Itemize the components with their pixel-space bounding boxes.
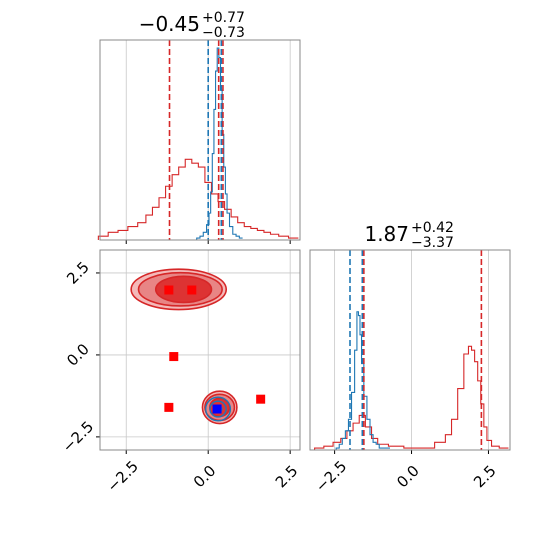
marginal-y-title-lower: −3.37 bbox=[411, 235, 454, 251]
joint-red-marker bbox=[164, 285, 174, 295]
marginal-y-title-median: 1.87 bbox=[364, 222, 409, 246]
marginal-y-x-tick-label: 2.5 bbox=[470, 462, 500, 492]
joint-y-tick-label: 2.5 bbox=[63, 258, 93, 288]
marginal-y-histogram-panel: −2.5 0.0 2.5 bbox=[309, 249, 511, 496]
joint-y-tick-label: −2.5 bbox=[59, 418, 97, 456]
marginal-x-hist-red-series bbox=[97, 158, 299, 240]
joint-red-contour-inner bbox=[154, 275, 213, 304]
marginal-y-x-tick-label: −2.5 bbox=[312, 457, 350, 495]
marginal-y-x-tick-label: 0.0 bbox=[393, 462, 423, 492]
joint-red-marker bbox=[256, 394, 266, 404]
marginal-x-hist-blue-series bbox=[196, 47, 243, 240]
marginal-y-title-upper: +0.42 bbox=[411, 220, 454, 236]
joint-x-tick-label: −2.5 bbox=[103, 457, 141, 495]
joint-y-tick-label: 0.0 bbox=[63, 340, 93, 370]
joint-blue-contour bbox=[204, 396, 232, 422]
marginal-x-title-lower: −0.73 bbox=[202, 25, 245, 41]
joint-red-marker bbox=[187, 285, 197, 295]
marginal-x-frame bbox=[99, 39, 301, 241]
joint-red-marker bbox=[169, 352, 179, 362]
joint-blue-contour bbox=[209, 400, 227, 418]
marginal-y-frame bbox=[309, 249, 511, 451]
marginal-x-histogram-panel bbox=[97, 39, 301, 244]
joint-x-tick-label: 2.5 bbox=[272, 462, 302, 492]
joint-blue-marker bbox=[212, 404, 222, 414]
marginal-x-title-upper: +0.77 bbox=[202, 10, 245, 26]
joint-x-tick-label: 0.0 bbox=[190, 462, 220, 492]
joint-frame bbox=[99, 249, 301, 451]
joint-scatter-panel: −2.5 0.0 2.5 −2.5 0.0 2.5 bbox=[59, 249, 302, 496]
marginal-x-title-median: −0.45 bbox=[139, 12, 200, 36]
marginal-y-hist-blue-series bbox=[335, 311, 390, 450]
joint-red-marker bbox=[164, 402, 174, 412]
